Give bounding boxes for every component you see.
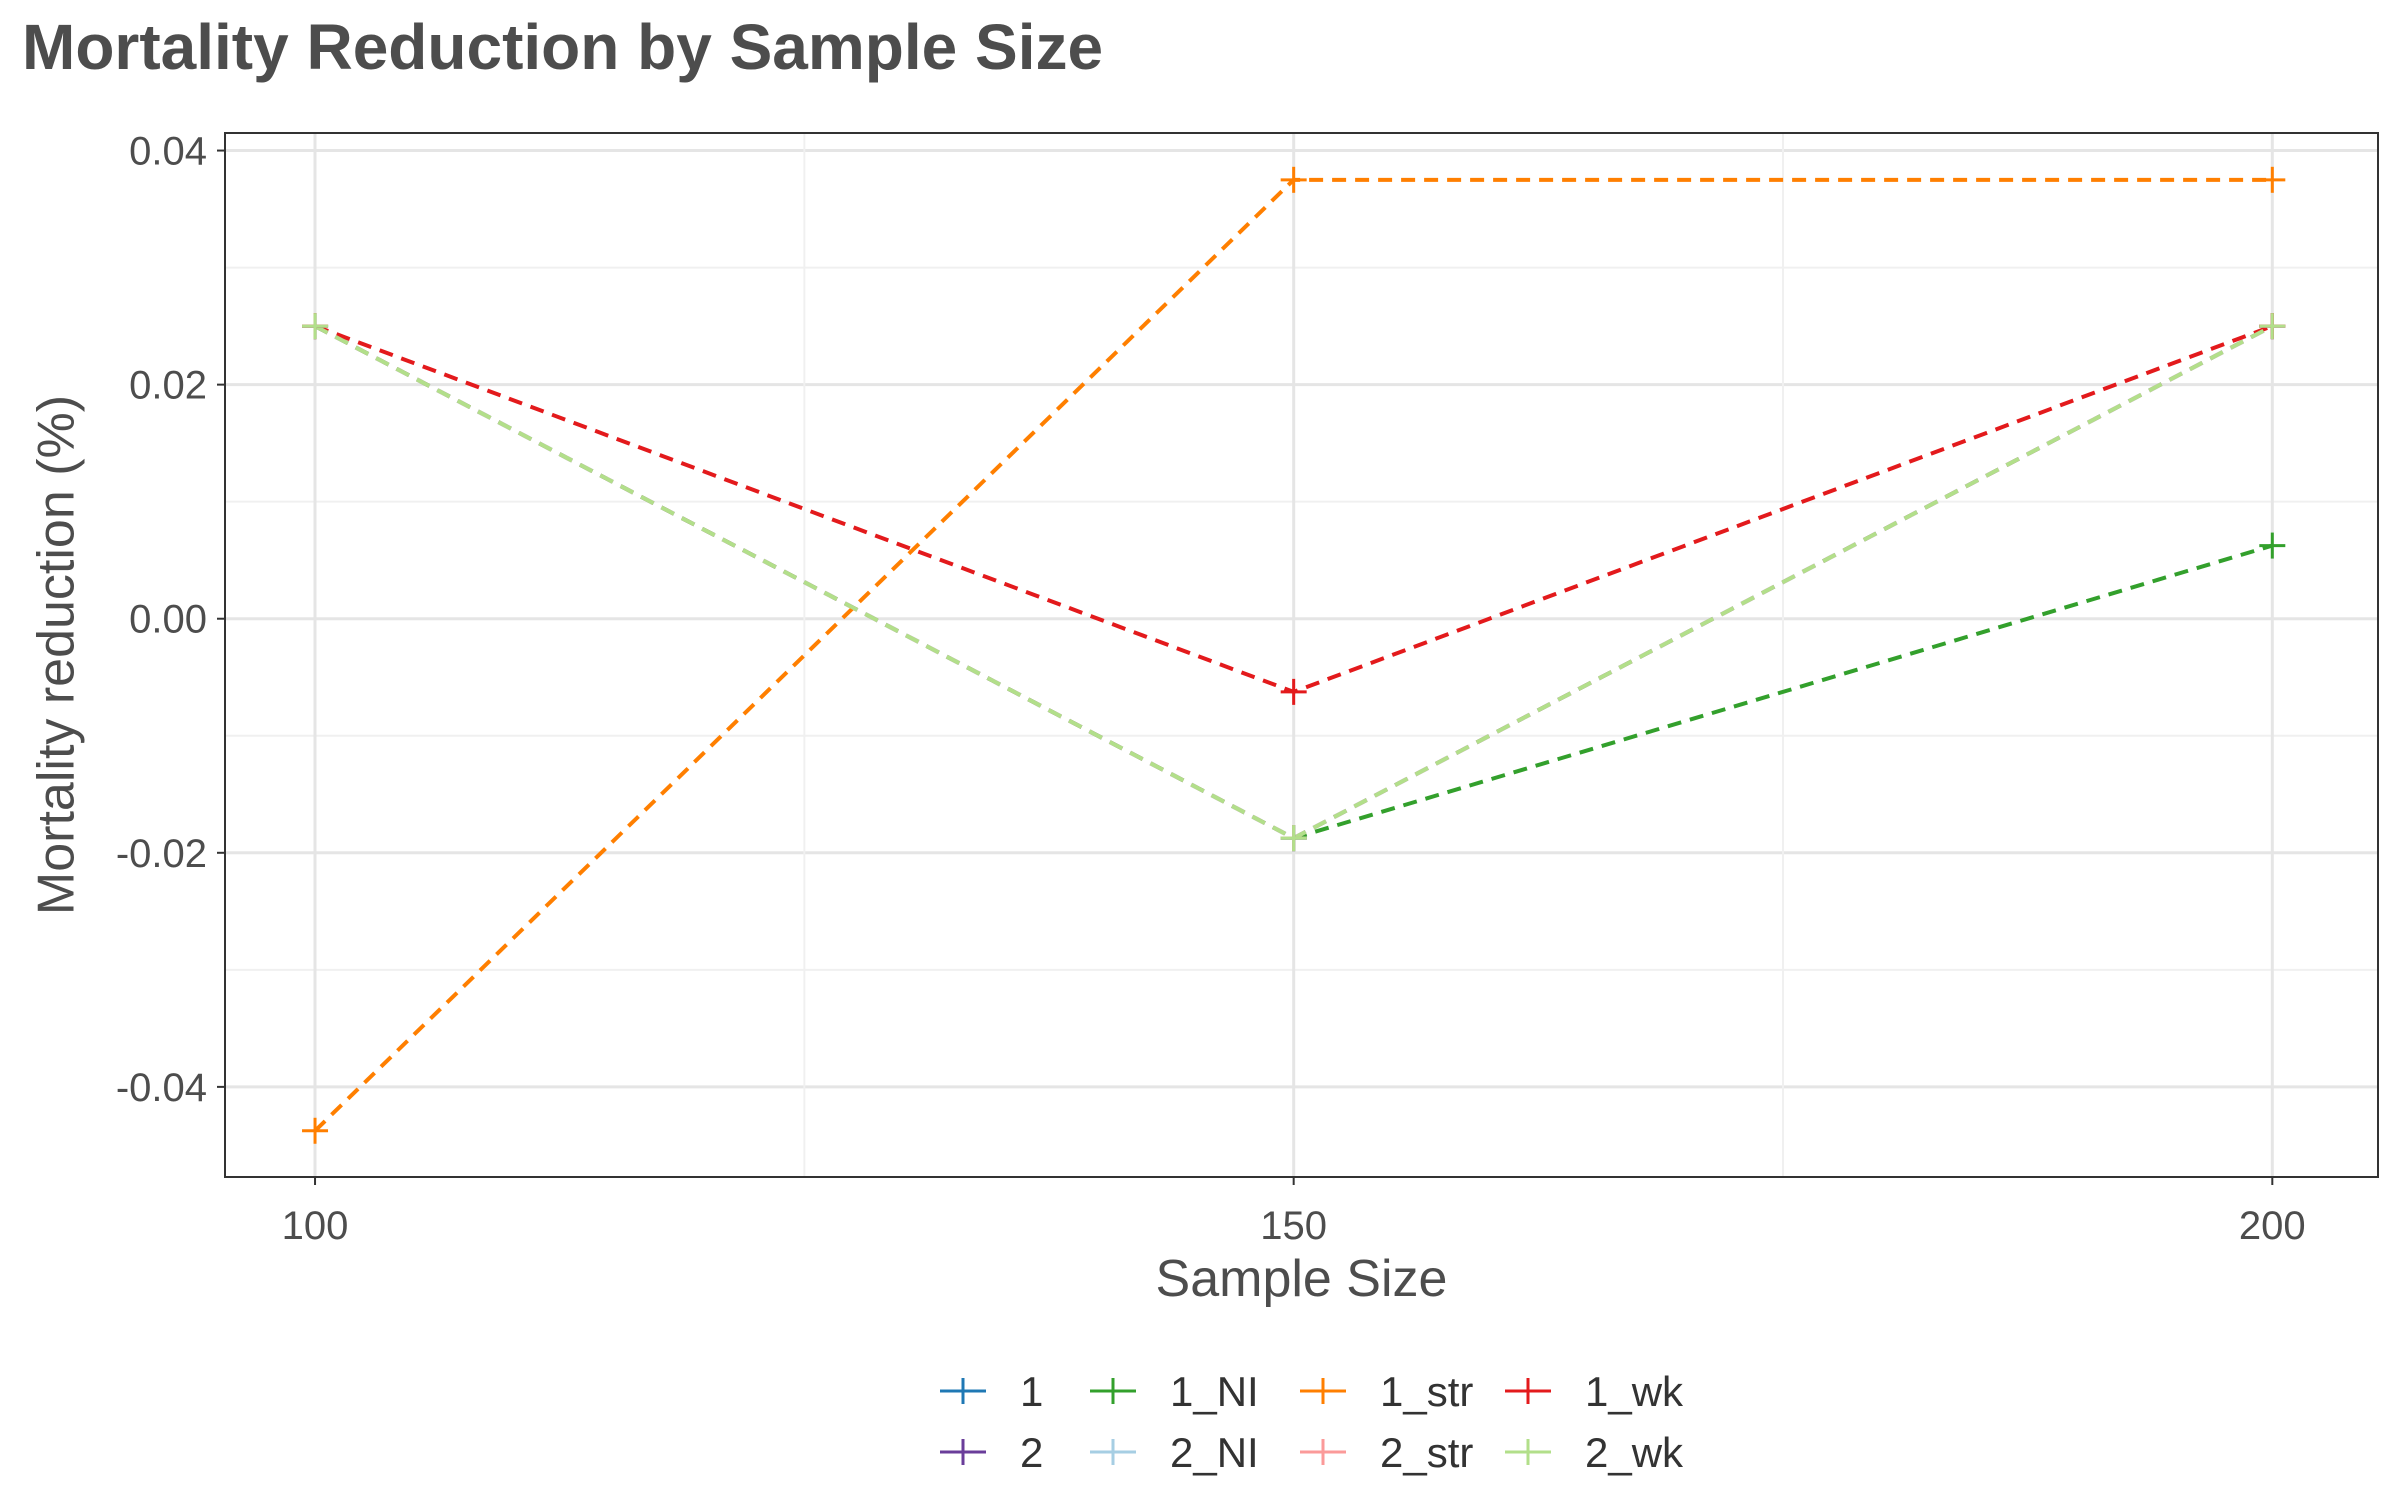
x-tick-label: 200 bbox=[2239, 1204, 2306, 1248]
point-marker-1-str bbox=[2259, 166, 2286, 193]
legend-label-2-wk: 2_wk bbox=[1585, 1429, 1684, 1476]
legend-item-1-wk: 1_wk bbox=[1505, 1368, 1684, 1415]
legend-item-2: 2 bbox=[940, 1429, 1043, 1476]
legend-label-2: 2 bbox=[1020, 1429, 1043, 1476]
point-marker-1-ni bbox=[2259, 532, 2286, 559]
x-tick-label: 150 bbox=[1260, 1204, 1327, 1248]
legend-label-1-ni: 1_NI bbox=[1170, 1368, 1259, 1415]
y-tick-label: -0.04 bbox=[116, 1066, 207, 1110]
point-marker-1-str bbox=[302, 1117, 329, 1144]
legend-item-1: 1 bbox=[940, 1368, 1043, 1415]
legend-label-2-ni: 2_NI bbox=[1170, 1429, 1259, 1476]
point-marker-2-wk bbox=[1280, 825, 1307, 852]
legend-key-2-str bbox=[1300, 1439, 1346, 1465]
plot-border bbox=[224, 132, 2379, 1178]
point-marker-1-str bbox=[1280, 166, 1307, 193]
legend-item-1-ni: 1_NI bbox=[1090, 1368, 1259, 1415]
point-marker-2-wk bbox=[302, 313, 329, 340]
series-markers bbox=[302, 166, 2286, 1144]
legend-item-1-str: 1_str bbox=[1300, 1368, 1473, 1415]
y-axis-title: Mortality reduction (%) bbox=[28, 395, 86, 915]
point-marker-1-wk bbox=[1280, 678, 1307, 705]
y-tick-label: 0.02 bbox=[129, 364, 207, 408]
legend-item-2-ni: 2_NI bbox=[1090, 1429, 1259, 1476]
legend-key-2-wk bbox=[1505, 1439, 1551, 1465]
legend-key-1-str bbox=[1300, 1378, 1346, 1404]
legend-item-2-wk: 2_wk bbox=[1505, 1429, 1684, 1476]
legend-key-1 bbox=[940, 1378, 986, 1404]
y-tick-label: 0.04 bbox=[129, 130, 207, 174]
y-tick-label: -0.02 bbox=[116, 832, 207, 876]
chart-title: Mortality Reduction by Sample Size bbox=[22, 11, 1104, 83]
legend-label-1-str: 1_str bbox=[1380, 1368, 1473, 1415]
legend-key-1-wk bbox=[1505, 1378, 1551, 1404]
legend-key-2 bbox=[940, 1439, 986, 1465]
legend-key-1-ni bbox=[1090, 1378, 1136, 1404]
legend-key-2-ni bbox=[1090, 1439, 1136, 1465]
y-axis-ticks: 0.04 0.02 0.00 -0.02 -0.04 bbox=[116, 130, 225, 1110]
x-axis-title: Sample Size bbox=[1156, 1250, 1448, 1308]
legend: 1 1_NI 1_str 1_wk 2 2_NI 2_str 2_wk bbox=[940, 1368, 1684, 1476]
x-axis-ticks: 100 150 200 bbox=[282, 1177, 2306, 1248]
grid-lines bbox=[225, 133, 2378, 1177]
legend-label-1-wk: 1_wk bbox=[1585, 1368, 1684, 1415]
legend-label-1: 1 bbox=[1020, 1368, 1043, 1415]
x-tick-label: 100 bbox=[282, 1204, 349, 1248]
legend-item-2-str: 2_str bbox=[1300, 1429, 1473, 1476]
y-tick-label: 0.00 bbox=[129, 598, 207, 642]
point-marker-2-wk bbox=[2259, 313, 2286, 340]
legend-label-2-str: 2_str bbox=[1380, 1429, 1473, 1476]
